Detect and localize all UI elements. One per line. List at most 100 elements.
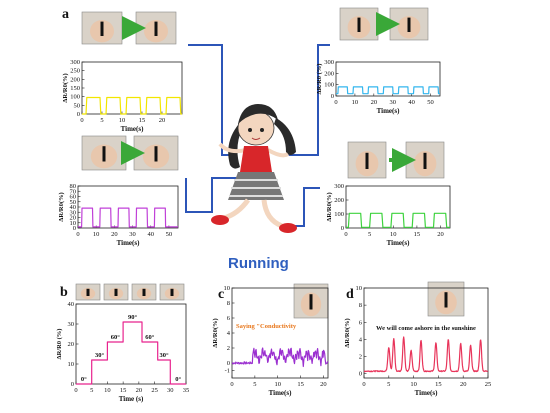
panel-label: c	[218, 287, 224, 302]
sensor-strip	[444, 292, 448, 308]
sensor-strip	[154, 146, 158, 162]
panel-a: 0 5 10 15 20050100150200250300Time(s)ΔR/R0(%…	[62, 7, 183, 133]
x-tick-label: 20	[159, 117, 166, 124]
x-tick-label: 5	[368, 231, 371, 238]
y-tick-label: 30	[68, 321, 75, 328]
panel-label: d	[346, 287, 354, 302]
y-tick-label: 4	[227, 330, 231, 337]
plot-frame	[81, 61, 183, 115]
panel-caption: Saying "Conductivity	[236, 323, 297, 330]
connector-knee	[288, 187, 320, 227]
angle-annotation: 30°	[95, 352, 105, 359]
running-caption: Running	[228, 255, 289, 272]
neck-bend-photo-1	[81, 11, 123, 45]
plot-frame	[335, 61, 441, 97]
y-tick-label: 10	[356, 285, 363, 292]
y-axis-label: ΔR/R0(%)	[58, 192, 65, 221]
panel-label: a	[62, 7, 69, 22]
y-axis-label: ΔR/R0(%)	[344, 318, 351, 347]
throat-speaking-photo	[293, 283, 329, 319]
y-tick-label: 100	[324, 82, 334, 89]
elbow-bend-photo-2	[389, 7, 429, 41]
panel-caption: We will come ashore in the sunshine	[376, 325, 476, 332]
y-axis-label: ΔR/R0(%)	[62, 73, 69, 102]
y-tick-label: 10	[224, 285, 231, 292]
sensor-strip	[309, 294, 313, 310]
y-tick-label: 0	[71, 381, 74, 388]
knee-bend-photo-1	[347, 141, 387, 179]
x-tick-label: 15	[414, 231, 421, 238]
y-tick-label: 20	[70, 215, 77, 222]
y-tick-label: 10	[70, 220, 77, 227]
x-tick-label: 20	[371, 99, 378, 106]
x-tick-label: 20	[437, 231, 444, 238]
x-tick-label: 25	[151, 387, 158, 394]
throat-singing-photo	[427, 281, 465, 317]
y-tick-label: 0	[359, 371, 362, 378]
y-tick-label: -1	[225, 368, 230, 375]
x-tick-label: 0	[74, 387, 77, 394]
y-tick-label: 8	[359, 302, 362, 309]
series-line	[346, 212, 450, 228]
y-tick-label: 100	[334, 211, 344, 218]
x-tick-label: 15	[297, 381, 304, 388]
finger-bend-photo-4	[159, 283, 185, 301]
plot-frame	[363, 287, 489, 379]
sensor-strip	[86, 288, 90, 296]
sensor-strip	[154, 21, 158, 36]
y-tick-label: 50	[74, 102, 81, 109]
x-tick-label: 10	[104, 387, 111, 394]
connector-elbow	[286, 44, 330, 156]
connector-wrist	[185, 177, 240, 213]
sensor-strip	[407, 17, 411, 32]
x-tick-label: 15	[139, 117, 146, 124]
y-tick-label: 0	[227, 360, 230, 367]
y-tick-label: 4	[359, 336, 363, 343]
y-tick-label: 2	[359, 354, 362, 361]
y-tick-label: 40	[70, 204, 77, 211]
sensor-strip	[170, 288, 174, 296]
x-tick-label: 40	[408, 99, 415, 106]
finger-bend-photo-3	[131, 283, 157, 301]
panel-c: 0 5 10 15 20-10246810Time(s)ΔR/R0(%)cSaying …	[212, 283, 329, 397]
y-tick-label: 250	[70, 68, 80, 75]
plot-frame	[345, 185, 451, 229]
y-tick-label: 0	[331, 93, 334, 100]
series-line	[78, 207, 178, 228]
x-tick-label: 10	[274, 381, 281, 388]
wrist-bend-photo-1	[81, 135, 127, 171]
y-tick-label: 80	[70, 183, 77, 190]
y-axis-label: ΔR/R0 (%)	[56, 329, 63, 360]
finger-bend-photo-2	[103, 283, 129, 301]
y-tick-label: 10	[68, 361, 75, 368]
neck-bend-photo-2	[135, 11, 177, 45]
x-tick-label: 0	[344, 231, 347, 238]
angle-annotation: 30°	[159, 352, 169, 359]
x-axis-label: Time(s)	[269, 389, 292, 397]
y-tick-label: 200	[324, 70, 334, 77]
x-tick-label: 15	[435, 381, 442, 388]
y-tick-label: 60	[70, 194, 77, 201]
x-tick-label: 20	[136, 387, 143, 394]
x-tick-label: 0	[76, 231, 79, 238]
panel-a-elbow: 0 10 20 30 40 50 0 100 200 300 Time(s) ΔR/R0 (%)	[316, 7, 441, 115]
x-tick-label: 0	[334, 99, 337, 106]
x-tick-label: 10	[410, 381, 417, 388]
angle-annotation: 0°	[81, 376, 87, 383]
y-tick-label: 50	[70, 199, 77, 206]
y-axis-label: ΔR/R0(%)	[212, 318, 219, 347]
series-line	[363, 336, 488, 373]
x-axis-label: Time(s)	[377, 107, 400, 115]
x-tick-label: 10	[93, 231, 100, 238]
x-tick-label: 35	[183, 387, 190, 394]
angle-annotation: 60°	[111, 334, 121, 341]
angle-annotation: 0°	[175, 376, 181, 383]
y-tick-label: 200	[70, 76, 80, 83]
x-tick-label: 5	[253, 381, 256, 388]
sensor-strip	[114, 288, 118, 296]
x-tick-label: 10	[352, 99, 359, 106]
y-tick-label: 300	[70, 59, 80, 66]
series-line	[76, 321, 186, 385]
x-tick-label: 5	[100, 117, 103, 124]
